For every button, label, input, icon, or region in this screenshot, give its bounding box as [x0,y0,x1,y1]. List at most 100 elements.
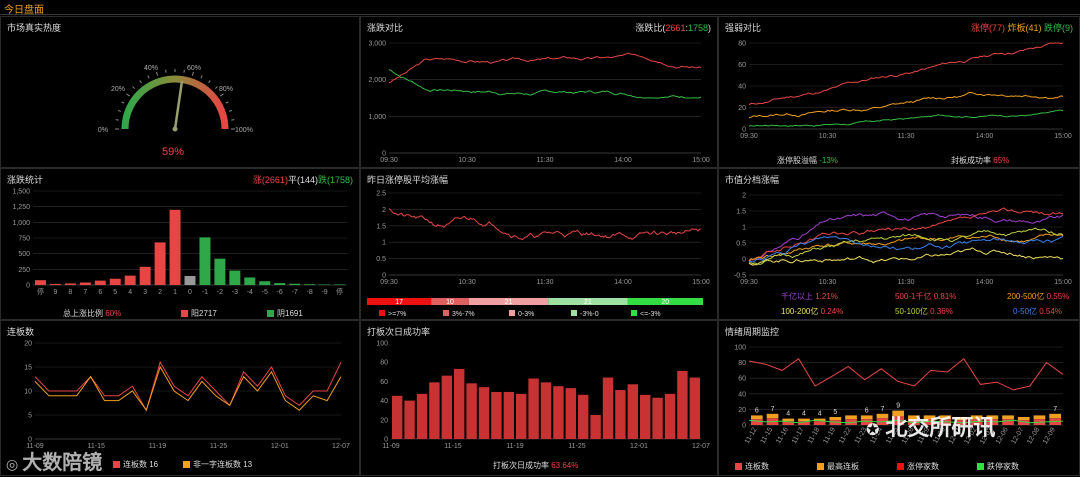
max-lb-bar [1018,417,1030,420]
gauge-tick-mark [192,72,193,76]
mood-top-label: 4 [786,411,790,418]
down-series [389,70,701,98]
yin-count: 阴1691 [267,308,303,319]
dist-category: -4 [247,289,253,296]
x-tick-label: 10:30 [458,157,476,164]
dist-category: 3 [143,289,147,296]
up-ratio: 总上涨比例 60% [63,308,121,319]
gauge-tick-mark [220,94,223,96]
band-value: 20 [661,299,669,306]
gauge-tick-0: 0% [98,127,108,134]
y-tick-label: 40 [738,391,746,398]
dist-category: 9 [53,289,57,296]
dist-bar [319,284,330,285]
band-value: 21 [505,299,513,306]
band-legend-label: 3%-7% [452,311,475,318]
gauge-tick-mark [209,80,211,82]
next-day-bar [516,394,526,439]
lianban-series [35,362,341,410]
y-tick-label: 0.5 [376,256,386,263]
max-lb-bar [845,415,857,419]
next-day-bar [491,392,501,439]
dist-category: 0 [188,289,192,296]
mood-legend-1: 最高连板 [817,461,859,472]
y-tick-label: 60 [380,379,388,386]
zt-count-series [749,359,1063,390]
mood-top-label: 5 [833,409,837,416]
y-tick-label: 60 [738,62,746,69]
mood-top-label: 6 [755,407,759,414]
y-tick-label: 1,000 [12,220,30,227]
y-tick-label: 2 [382,207,386,214]
gauge-tick-80: 80% [219,86,233,93]
zb-series [749,92,1063,117]
mood-date: 11-18 [807,426,822,445]
top-bar: 今日盘面 [0,0,1080,15]
y-tick-label: 80 [738,41,746,48]
mood-date: 11-12 [744,426,759,445]
dist-bar [65,283,76,285]
mood-date: 11-15 [760,426,775,445]
y-tick-label: 10 [24,389,32,396]
dist-bar [274,283,285,285]
dt-series [749,110,1063,126]
next-day-bar [566,388,576,439]
gauge-tick-mark [215,87,217,89]
dist-category: -8 [307,289,313,296]
max-lb-bar [782,419,794,422]
dist-bar [95,281,106,285]
next-day-bar [665,394,675,439]
x-tick-label: 11-25 [210,443,227,450]
x-tick-label: 11-19 [506,443,523,450]
y-tick-label: 20 [24,341,32,348]
dist-bar [199,237,210,285]
lb-legend-1: 连板数 16 [113,459,158,470]
y-tick-label: 2 [742,193,746,200]
max-lb-bar [1034,415,1046,419]
x-tick-label: 15:00 [692,279,710,286]
gauge-needle [175,81,182,129]
yang-count: 阳2717 [181,308,217,319]
x-tick-label: 09:30 [380,279,398,286]
y-tick-label: 20 [738,105,746,112]
up-series [389,53,701,83]
gauge-tick-mark [156,72,157,76]
mood-date: 12-08 [1026,426,1041,445]
dist-bar [185,276,196,285]
next-day-bar [652,398,662,439]
y-tick-label: 2,000 [368,77,386,84]
mood-top-label: 4 [802,411,806,418]
dist-category: -9 [321,289,327,296]
gauge-tick-mark [118,110,121,111]
watermark-left: ◎大数陪镜 [6,446,102,475]
lb-legend-2: 非一字连板数 13 [183,459,252,470]
dist-bar [214,259,225,285]
max-lb-bar [1049,414,1061,418]
y-tick-label: 1.5 [376,223,386,230]
gauge-tick-mark [133,87,135,89]
band-legend-label: 0-3% [518,311,534,318]
band-value: 21 [584,299,592,306]
dist-bar [304,284,315,285]
dist-category: 7 [83,289,87,296]
heat-gauge: 0% 20% 40% 60% 80% 100% 59% [1,17,361,169]
y-tick-label: 15 [24,365,32,372]
dist-bar [244,277,255,285]
x-tick-label: 12-07 [692,443,710,450]
next-day-bar [479,387,489,439]
dist-bar [155,242,166,285]
dist-bar [80,282,91,285]
x-tick-label: 14:00 [976,133,994,140]
y-tick-label: 40 [380,398,388,405]
band-legend-swatch [443,310,449,316]
cap-legend-0: 千亿以上 1.21% [781,291,838,302]
y-tick-label: 40 [738,84,746,91]
band-legend-label: <=-3% [640,311,661,318]
zt-premium: 涨停股溢幅 -13% [777,155,838,166]
dist-category: 6 [98,289,102,296]
max-lb-bar [830,417,842,420]
band-value: 17 [395,299,403,306]
dist-category: -7 [292,289,298,296]
